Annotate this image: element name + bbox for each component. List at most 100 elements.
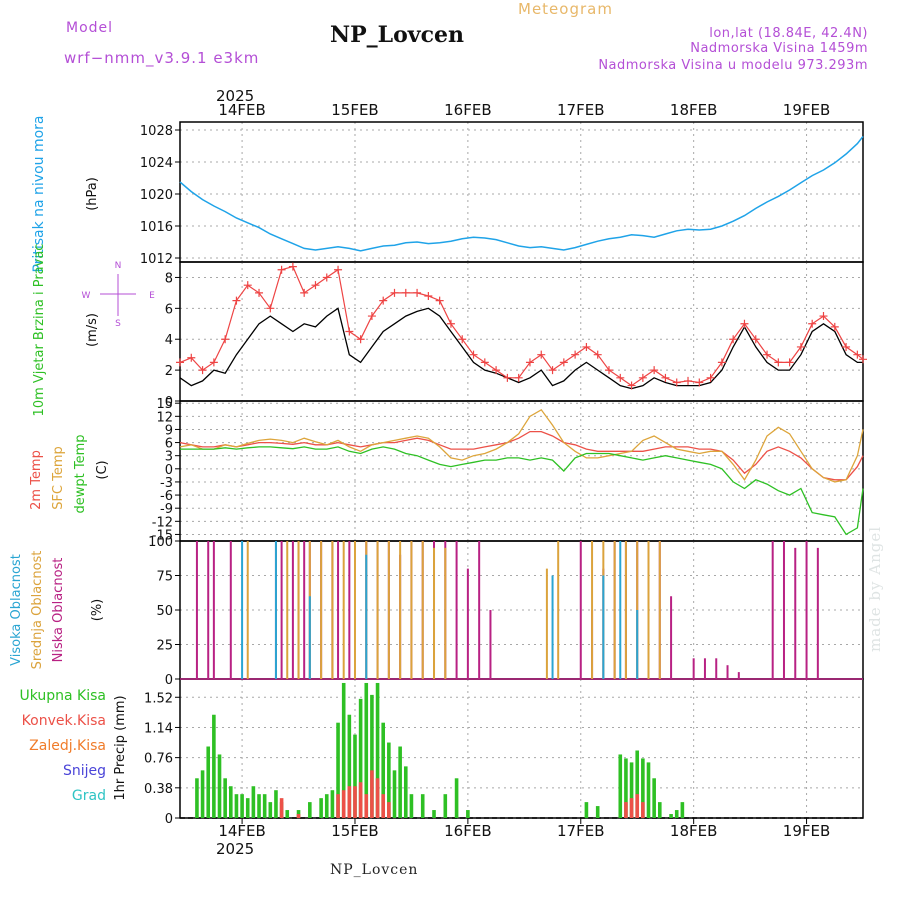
precip-total-bar	[341, 682, 346, 818]
precip-total-bar	[195, 778, 199, 818]
panel-frame	[179, 261, 864, 402]
y-tick-label: 0	[165, 463, 173, 478]
model-name: wrf−nmm_v3.9.1 e3km	[64, 49, 260, 67]
precip-total-bar	[420, 794, 425, 818]
precip-total-bar	[375, 682, 380, 818]
wind-gust-marker	[740, 319, 749, 328]
y-tick-label: -15	[152, 528, 173, 543]
wind-gust-marker	[537, 350, 546, 359]
day-label-top: 14FEB	[218, 101, 265, 119]
wind-gust-marker	[277, 265, 286, 274]
wind-title: 10m Vjetar Brzina i Pravac	[32, 244, 47, 417]
precip-total-bar	[669, 814, 673, 818]
wind-gust-marker	[424, 291, 433, 300]
model-elevation-label: Nadmorska Visina u modelu 973.293m	[598, 58, 868, 73]
y-tick-label: 0.76	[144, 752, 173, 767]
y-tick-label: 1024	[140, 156, 173, 171]
y-tick-label: 1028	[140, 124, 173, 139]
compass-south: S	[115, 319, 121, 329]
wind-gust-marker	[480, 358, 489, 367]
day-label-bottom: 14FEB	[218, 822, 265, 840]
precip-total-bar	[358, 698, 363, 818]
wind-gust-marker	[808, 319, 817, 328]
precip-total-bar	[657, 802, 662, 818]
precip-convective-bar	[635, 794, 640, 818]
y-tick-label: -6	[160, 489, 173, 504]
cloud-mid-title: Srednja Oblacnost	[30, 551, 45, 670]
precip-total-bar	[234, 794, 239, 818]
wind-gust-marker	[604, 366, 613, 375]
wind-gust-marker	[548, 366, 557, 375]
precip-total-bar	[646, 762, 651, 818]
wind-gust-marker	[379, 296, 388, 305]
precip-total-bar	[206, 746, 211, 818]
wind-gust-marker	[842, 342, 851, 351]
compass-west: W	[82, 291, 91, 301]
wind-gust-marker	[288, 262, 297, 271]
cloud-low-title: Niska Oblacnost	[51, 558, 66, 663]
precip-total-bar	[652, 778, 656, 818]
precip-total-bar	[466, 810, 470, 818]
precip-total-bar	[268, 802, 273, 818]
panel-1: 1012 1016 1020 1024 1028	[140, 121, 864, 267]
wind-gust-marker	[356, 335, 365, 344]
cloud-legend: Visoka Oblacnost Srednja Oblacnost Niska…	[9, 551, 66, 670]
precip-legend: Ukupna Kisa Konvek.Kisa Zaledj.Kisa Snij…	[19, 688, 106, 804]
y-tick-label: 100	[148, 535, 173, 550]
precip-total-bar	[217, 754, 222, 818]
compass-north: N	[115, 261, 122, 271]
y-tick-label: 1.14	[144, 721, 173, 736]
wind-speed-line	[179, 307, 863, 390]
precip-total-bar	[353, 734, 357, 818]
day-label-bottom: 18FEB	[670, 822, 717, 840]
precip-convective-bar	[364, 794, 369, 818]
day-label-bottom: 19FEB	[783, 822, 830, 840]
precip-total-bar	[641, 758, 645, 818]
wind-gust-marker	[796, 342, 805, 351]
precip-total-bar	[387, 742, 391, 818]
meteogram-label: Meteogram	[518, 0, 613, 18]
wind-gust-marker	[751, 335, 760, 344]
wind-gust-marker	[401, 288, 410, 297]
panel-2: 0 2 4 6 8	[165, 261, 864, 410]
wind-gust-marker	[300, 288, 309, 297]
model-label: Model	[66, 20, 114, 36]
wind-gust-marker	[322, 273, 331, 282]
wind-gust-marker	[458, 335, 467, 344]
precip-total-bar	[200, 770, 205, 818]
precip-total-bar	[432, 810, 436, 818]
precip-snow-legend: Snijeg	[63, 763, 106, 779]
wind-gust-marker	[717, 358, 726, 367]
y-tick-label: 75	[156, 570, 173, 585]
wind-gust-marker	[661, 373, 670, 382]
wind-gust-marker	[176, 358, 184, 367]
wind-gust-marker	[198, 366, 207, 375]
precip-total-bar	[336, 722, 340, 818]
wind-gust-marker	[503, 373, 512, 382]
wind-gust-marker	[492, 366, 501, 375]
wind-gust-marker	[469, 350, 478, 359]
precip-total-legend: Ukupna Kisa	[19, 688, 106, 704]
y-tick-label: -12	[152, 515, 173, 530]
precip-total-bar	[285, 810, 290, 818]
wind-unit: (m/s)	[85, 313, 100, 347]
wind-compass: N E S W	[82, 261, 156, 329]
precip-total-bar	[319, 798, 323, 818]
precip-total-bar	[398, 746, 402, 818]
day-label-top: 15FEB	[331, 101, 378, 119]
panel-4: 0 25 50 75 100	[148, 535, 864, 688]
wind-gust-marker	[859, 355, 867, 364]
y-tick-label: 6	[165, 437, 173, 452]
temp-dewpt-line	[180, 446, 864, 536]
wind-gust-marker	[830, 322, 839, 331]
wind-gust-line	[179, 265, 864, 387]
wind-gust-marker	[853, 350, 862, 359]
precip-convective-bar	[624, 802, 628, 818]
precip-total-bar	[240, 794, 244, 818]
precip-convective-bar	[381, 794, 386, 818]
day-label-top: 18FEB	[670, 101, 717, 119]
pressure-title: Pritisak na nivou mora	[31, 115, 47, 272]
temp-dewpt-title: dewpt Temp	[73, 434, 88, 513]
precip-total-bar	[364, 682, 369, 818]
